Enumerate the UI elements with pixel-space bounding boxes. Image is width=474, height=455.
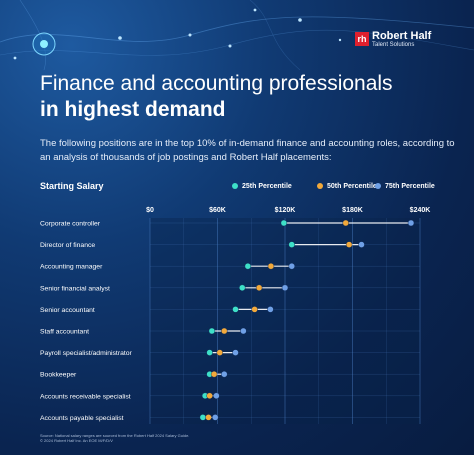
logo-mark: rh bbox=[355, 32, 369, 46]
legend-dot-25th bbox=[232, 183, 238, 189]
category-label: Director of finance bbox=[40, 242, 95, 249]
category-label: Accounts receivable specialist bbox=[40, 393, 131, 400]
data-point-25th bbox=[288, 241, 295, 248]
page-title-line-2: in highest demand bbox=[40, 98, 226, 121]
data-point-25th bbox=[206, 349, 213, 356]
x-tick-label: $240K bbox=[410, 207, 431, 214]
data-point-50th bbox=[205, 414, 212, 421]
data-point-75th bbox=[288, 263, 295, 270]
legend-label-75th: 75th Percentile bbox=[385, 183, 435, 190]
data-point-50th bbox=[206, 392, 213, 399]
x-tick-label: $60K bbox=[209, 207, 226, 214]
footnote: Source: National salary ranges are sourc… bbox=[40, 433, 189, 443]
data-point-25th bbox=[208, 327, 216, 335]
robert-half-logo: rh Robert Half Talent Solutions bbox=[355, 30, 455, 50]
data-point-50th bbox=[221, 327, 228, 335]
decorative-network-lines bbox=[0, 0, 474, 70]
legend-item-75th: 75th Percentile bbox=[375, 183, 435, 190]
category-label: Senior financial analyst bbox=[40, 285, 110, 292]
x-tick-label: $120K bbox=[275, 207, 296, 214]
legend-label-25th: 25th Percentile bbox=[242, 183, 292, 190]
data-point-50th bbox=[210, 371, 218, 378]
data-point-25th bbox=[239, 284, 246, 291]
data-point-75th bbox=[213, 392, 220, 399]
data-point-25th bbox=[232, 306, 239, 313]
legend-item-50th: 50th Percentile bbox=[317, 183, 377, 190]
category-label: Bookkeeper bbox=[40, 372, 77, 379]
logo-name: Robert Half bbox=[372, 30, 432, 42]
x-tick-label: $180K bbox=[342, 207, 363, 214]
data-point-50th bbox=[255, 284, 263, 291]
category-label: Accounting manager bbox=[40, 264, 103, 271]
category-label: Staff accountant bbox=[40, 329, 89, 336]
data-point-25th bbox=[280, 219, 288, 227]
data-point-75th bbox=[407, 219, 415, 227]
legend-item-25th: 25th Percentile bbox=[232, 183, 292, 190]
legend-label-50th: 50th Percentile bbox=[327, 183, 377, 190]
data-point-50th bbox=[216, 349, 223, 356]
data-point-25th bbox=[244, 263, 252, 270]
data-point-75th bbox=[232, 349, 239, 356]
page-subtitle: The following positions are in the top 1… bbox=[40, 138, 455, 163]
page-title-line-1: Finance and accounting professionals bbox=[40, 72, 393, 95]
category-label: Payroll specialist/administrator bbox=[40, 350, 133, 357]
data-point-75th bbox=[212, 414, 219, 421]
data-point-50th bbox=[267, 263, 275, 270]
data-point-75th bbox=[358, 241, 365, 248]
legend-dot-50th bbox=[317, 183, 323, 189]
data-point-75th bbox=[281, 284, 289, 291]
data-point-50th bbox=[345, 241, 353, 248]
data-point-50th bbox=[342, 219, 349, 227]
legend-dot-75th bbox=[375, 183, 381, 189]
footnote-line-2: © 2024 Robert Half Inc. An EOE M/F/D/V bbox=[40, 438, 113, 443]
chart-section-label: Starting Salary bbox=[40, 181, 104, 191]
category-label: Accounts payable specialist bbox=[40, 415, 124, 422]
footnote-line-1: Source: National salary ranges are sourc… bbox=[40, 433, 190, 438]
data-point-25th bbox=[199, 414, 207, 421]
category-label: Corporate controller bbox=[40, 221, 101, 228]
data-point-75th bbox=[221, 371, 228, 378]
data-point-75th bbox=[240, 327, 247, 335]
data-point-75th bbox=[267, 306, 274, 313]
category-label: Senior accountant bbox=[40, 307, 95, 314]
logo-subtitle: Talent Solutions bbox=[372, 42, 415, 48]
x-tick-label: $0 bbox=[146, 207, 154, 214]
data-point-50th bbox=[251, 306, 258, 313]
